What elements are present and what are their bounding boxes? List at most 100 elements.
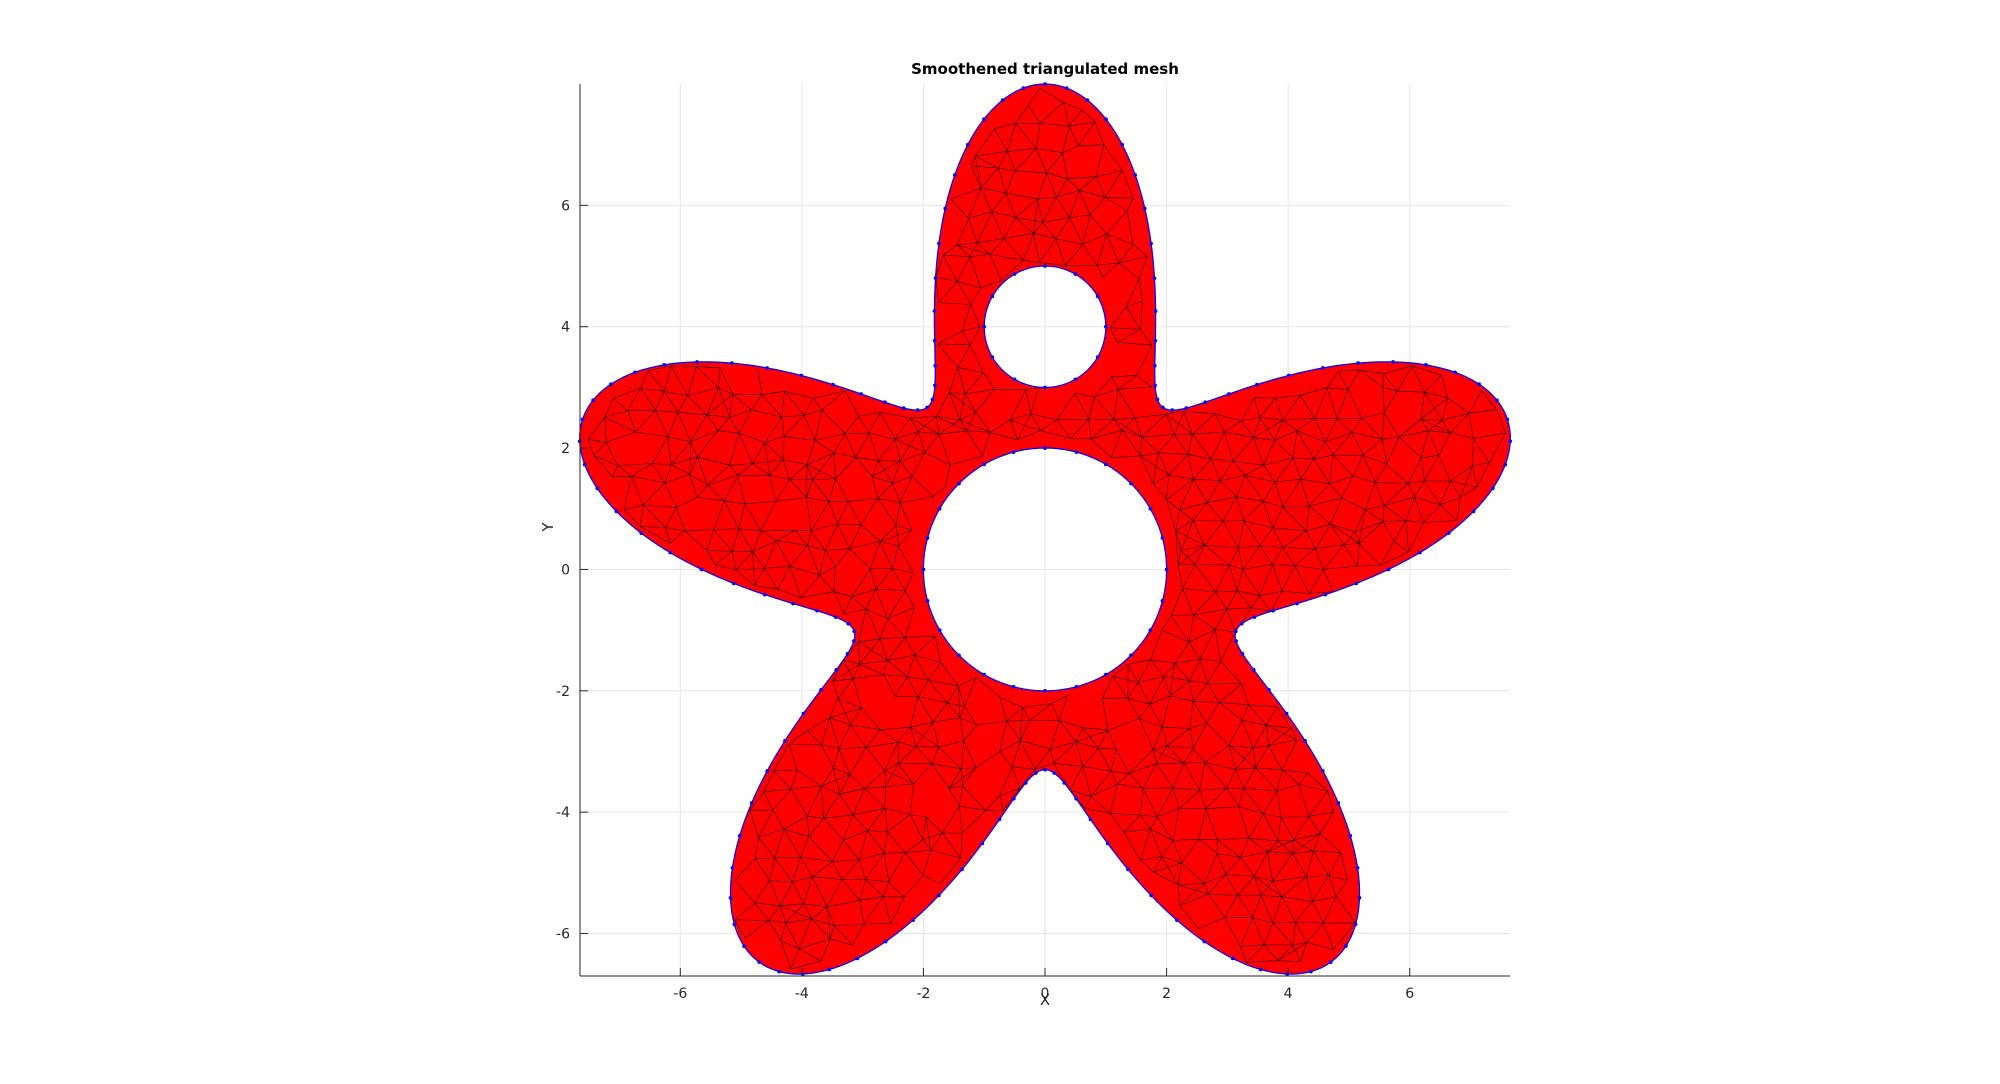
boundary-vertex — [1230, 956, 1235, 961]
boundary-vertex — [1446, 531, 1451, 535]
x-tick-label: 2 — [1162, 986, 1171, 1002]
boundary-vertex — [1391, 360, 1395, 364]
boundary-vertex — [730, 866, 735, 870]
hole-vertex — [1103, 672, 1108, 677]
hole-vertex — [1074, 684, 1079, 689]
y-tick-label: 6 — [561, 198, 570, 214]
boundary-vertex — [827, 967, 832, 972]
boundary-vertex — [801, 711, 806, 716]
hole-vertex — [1095, 355, 1100, 359]
boundary-vertex — [1490, 486, 1495, 491]
boundary-vertex — [911, 918, 915, 922]
boundary-vertex — [1355, 866, 1360, 870]
boundary-vertex — [901, 406, 906, 410]
boundary-vertex — [1062, 781, 1067, 785]
hole-vertex — [1129, 653, 1133, 658]
boundary-vertex — [1088, 817, 1093, 822]
boundary-vertex — [834, 668, 838, 672]
hole-vertex — [1043, 689, 1047, 693]
boundary-vertex — [1357, 896, 1362, 900]
boundary-vertices — [577, 82, 1513, 976]
hole-vertex — [1148, 628, 1153, 632]
hole-vertex — [1103, 324, 1108, 329]
x-tick-label: -2 — [916, 986, 930, 1002]
boundary-vertex — [1227, 392, 1231, 396]
boundary-vertex — [1252, 615, 1257, 619]
x-tick-label: 4 — [1284, 986, 1293, 1002]
boundary-vertex — [1309, 969, 1313, 974]
boundary-vertex — [639, 531, 644, 535]
y-tick-label: -6 — [556, 927, 570, 943]
boundary-vertex — [1104, 117, 1108, 122]
mesh-fill — [579, 84, 1511, 975]
boundary-vertex — [831, 382, 835, 387]
boundary-vertex — [997, 817, 1002, 822]
boundary-vertex — [731, 581, 736, 586]
boundary-vertex — [765, 366, 769, 370]
boundary-vertex — [1161, 405, 1165, 410]
x-axis-label: X — [1040, 991, 1050, 1009]
mesh-edge-lines — [587, 87, 1506, 970]
boundary-vertex — [1233, 629, 1238, 634]
hole-vertex — [937, 506, 942, 511]
hole-vertex — [1160, 599, 1165, 603]
hole-vertex — [1011, 684, 1016, 689]
boundary-vertex — [1120, 142, 1125, 147]
boundary-vertex — [933, 363, 937, 368]
boundary-vertex — [965, 142, 970, 147]
boundary-vertex — [1240, 651, 1245, 656]
mesh-edges — [587, 87, 1506, 970]
boundary-vertex — [883, 939, 888, 944]
boundary-vertex — [730, 361, 734, 365]
boundary-vertex — [662, 363, 666, 367]
boundary-vertex — [695, 360, 699, 364]
hole-vertex — [1164, 567, 1169, 572]
mesh-layer — [579, 84, 1511, 975]
boundary-vertex — [580, 417, 585, 422]
boundary-vertex — [1202, 939, 1207, 944]
boundary-vertex — [937, 893, 941, 898]
boundary-vertex — [1153, 363, 1157, 368]
boundary-vertex — [762, 592, 767, 597]
chart-title: Smoothened triangulated mesh — [911, 60, 1179, 78]
hole-vertex — [1012, 272, 1017, 276]
boundary-vertex — [1424, 363, 1428, 367]
boundary-vertex — [591, 398, 595, 402]
hole-vertex — [925, 599, 930, 603]
hole-vertex — [1043, 264, 1047, 268]
boundary-vertex — [852, 629, 857, 634]
hole-vertex — [1129, 481, 1133, 486]
boundary-vertex — [1240, 621, 1244, 626]
hole-vertex — [1011, 450, 1016, 455]
boundary-vertex — [1184, 406, 1189, 410]
boundary-vertex — [1284, 711, 1289, 716]
boundary-vertex — [1153, 338, 1158, 343]
boundary-vertex — [1495, 398, 1499, 402]
boundary-vertex — [1043, 767, 1047, 772]
boundary-vertex — [915, 408, 920, 412]
hole-vertex — [1160, 536, 1165, 540]
y-tick-label: 4 — [561, 320, 570, 336]
boundary-vertex — [1255, 382, 1259, 387]
boundary-vertex — [1508, 439, 1513, 444]
boundary-vertex — [1034, 771, 1038, 775]
y-tick-label: -2 — [556, 684, 570, 700]
boundary-vertex — [1133, 173, 1138, 177]
boundary-vertex — [1323, 592, 1328, 597]
boundary-vertex — [1152, 276, 1157, 280]
boundary-vertex — [1143, 206, 1147, 211]
boundary-vertex — [932, 338, 937, 343]
boundary-vertex — [1418, 550, 1422, 555]
boundary-vertex — [1074, 796, 1078, 801]
boundary-vertex — [1503, 462, 1508, 467]
hole-vertex — [1074, 450, 1079, 455]
boundary-vertex — [1021, 86, 1026, 90]
boundary-vertex — [1149, 241, 1153, 246]
boundary-vertex — [1303, 739, 1307, 743]
boundary-vertex — [933, 383, 937, 388]
y-tick-label: 2 — [561, 441, 570, 457]
boundary-vertex — [799, 373, 804, 378]
boundary-vertex — [932, 309, 937, 313]
boundary-vertex — [980, 841, 985, 846]
